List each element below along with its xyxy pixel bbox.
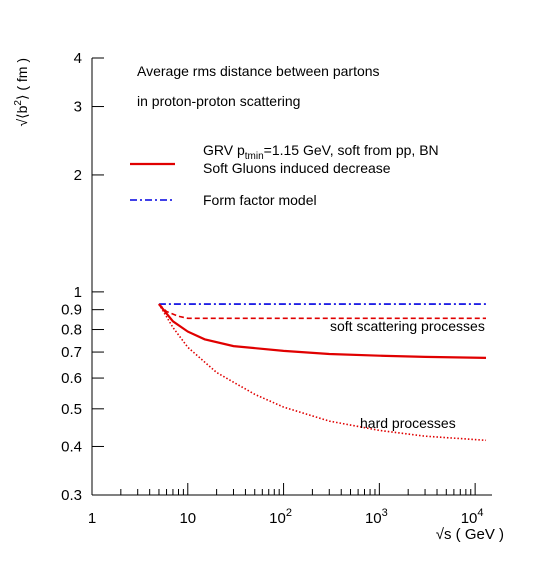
- y-tick-label: 2: [74, 167, 82, 184]
- y-axis-label: √⟨b2⟩ ( fm ): [13, 58, 30, 127]
- y-tick-label: 0.4: [61, 438, 82, 455]
- series-line-solid: [158, 303, 487, 359]
- y-tick-label: 0.3: [61, 487, 82, 504]
- y-tick-label: 0.8: [61, 322, 82, 339]
- series-line-dashed: [158, 303, 486, 320]
- x-tick-label: 103: [365, 507, 388, 527]
- chart-annotation-line1: Average rms distance between partons: [137, 63, 380, 79]
- x-axis-label: √s ( GeV ): [436, 526, 504, 543]
- series-line-dotted: [158, 303, 487, 442]
- y-tick-label: 0.5: [61, 401, 82, 418]
- hard-processes-label: hard processes: [360, 415, 456, 431]
- y-tick-label: 0.7: [61, 344, 82, 361]
- x-tick-label: 102: [269, 507, 292, 527]
- y-tick-label: 0.9: [61, 302, 82, 319]
- legend-entry: GRV ptmin=1.15 GeV, soft from pp, BN: [203, 142, 439, 162]
- y-tick-label: 0.6: [61, 370, 82, 387]
- y-tick-label: 3: [74, 99, 82, 116]
- x-tick-label: 1: [88, 510, 96, 527]
- y-tick-label: 4: [74, 50, 82, 67]
- x-tick-label: 10: [179, 510, 196, 527]
- x-tick-label: 104: [461, 507, 484, 527]
- legend-entry: Soft Gluons induced decrease: [203, 160, 391, 176]
- y-tick-label: 1: [74, 284, 82, 301]
- legend-entry: Form factor model: [203, 192, 317, 208]
- chart-annotation-line2: in proton-proton scattering: [137, 93, 300, 109]
- soft-processes-label: soft scattering processes: [330, 318, 485, 334]
